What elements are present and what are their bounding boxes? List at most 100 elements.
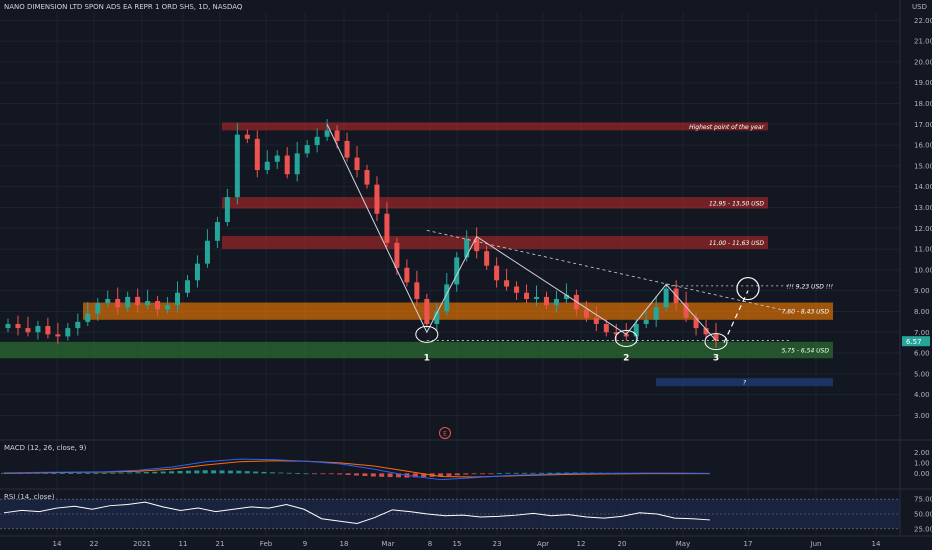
candle-body: [194, 263, 200, 281]
candle-body: [643, 319, 649, 324]
candle-body: [703, 328, 709, 335]
macd-histogram-bar: [396, 473, 402, 478]
macd-histogram-bar: [227, 470, 233, 474]
macd-histogram-bar: [446, 473, 452, 476]
level-label: !!! 9,23 USD !!!: [787, 283, 833, 290]
macd-histogram-bar: [236, 470, 242, 474]
candle-body: [234, 134, 240, 198]
candle-body: [45, 326, 51, 335]
candle-body: [384, 213, 390, 243]
candle-body: [105, 298, 111, 304]
time-tick-label: 15: [453, 540, 462, 548]
candle-body: [434, 311, 440, 324]
macd-histogram-bar: [547, 472, 553, 474]
earnings-marker-circle: [439, 427, 451, 439]
candle-body: [15, 323, 21, 329]
target-circle: [736, 276, 760, 301]
macd-histogram-bar: [202, 470, 208, 474]
macd-histogram-bar: [85, 473, 91, 474]
bottom-ellipse: [704, 333, 728, 351]
candle-body: [653, 307, 659, 320]
macd-histogram-bar: [471, 473, 477, 475]
macd-histogram-bar: [51, 473, 57, 474]
candle-body: [444, 284, 450, 312]
macd-histogram-bar: [311, 473, 317, 475]
candle-body: [364, 170, 370, 185]
price-tick-label: 19.00: [914, 79, 932, 87]
time-tick-label: 17: [744, 540, 753, 548]
candle-body: [264, 161, 270, 171]
candle-body: [204, 240, 210, 264]
time-tick-label: 22: [90, 540, 99, 548]
zone-orange: [83, 302, 833, 320]
candle-body: [693, 317, 699, 329]
candle-body: [284, 155, 290, 175]
zone-label: 11,00 - 11,63 USD: [709, 240, 764, 247]
macd-histogram-bar: [555, 472, 561, 474]
macd-histogram-bar: [118, 472, 124, 474]
candle-body: [214, 222, 220, 241]
zone-support: [0, 341, 833, 359]
price-tick-label: 8.00: [914, 308, 930, 316]
candle-body: [713, 334, 719, 341]
time-tick-label: 8: [428, 540, 432, 548]
macd-histogram-bar: [152, 471, 158, 474]
candle-body: [135, 296, 141, 306]
macd-histogram-bar: [194, 470, 200, 474]
time-tick-label: Jun: [810, 540, 822, 548]
candle-body: [534, 296, 540, 299]
macd-histogram-bar: [219, 470, 225, 474]
candle-body: [294, 153, 300, 175]
macd-histogram-bar: [269, 472, 275, 474]
candle-body: [304, 145, 310, 154]
macd-histogram-bar: [379, 473, 385, 477]
price-tick-label: 5.00: [914, 370, 930, 378]
macd-histogram-bar: [513, 472, 519, 474]
macd-histogram-bar: [345, 473, 351, 475]
price-tick-label: 15.00: [914, 162, 932, 170]
price-tick-label: 16.00: [914, 142, 932, 150]
macd-histogram-bar: [143, 472, 149, 474]
price-tick-label: 20.00: [914, 58, 932, 66]
time-tick-label: 14: [53, 540, 62, 548]
macd-signal-line: [3, 460, 710, 478]
candle-body: [334, 130, 340, 141]
candle-body: [394, 242, 400, 268]
candle-body: [504, 280, 510, 287]
earnings-marker: E: [443, 431, 447, 438]
macd-histogram-bar: [303, 473, 309, 475]
macd-histogram-bar: [387, 473, 393, 478]
price-tick-label: 9.00: [914, 287, 930, 295]
macd-histogram-bar: [68, 473, 74, 474]
candle-body: [613, 332, 619, 335]
macd-histogram-bar: [412, 473, 418, 478]
candle-body: [344, 140, 350, 158]
macd-histogram-bar: [421, 473, 427, 478]
price-tick-label: 14.00: [914, 183, 932, 191]
time-tick-label: Apr: [537, 540, 549, 548]
rsi-panel: 75.00 50.00 25.00: [0, 496, 932, 533]
candle-body: [484, 251, 490, 266]
macd-histogram-bar: [1, 472, 6, 474]
macd-histogram-bar: [135, 472, 141, 474]
rsi-tick-label: 75.00: [914, 496, 932, 504]
macd-histogram-bar: [211, 470, 217, 474]
candle-body: [474, 238, 480, 252]
candle-body: [65, 328, 71, 337]
macd-histogram-bar: [530, 472, 536, 474]
macd-histogram-bar: [463, 473, 469, 475]
macd-line: [3, 458, 711, 481]
macd-histogram-bar: [454, 473, 460, 476]
macd-histogram-bar: [261, 471, 267, 474]
bottom-ellipse: [614, 329, 638, 347]
rsi-tick-label: 50.00: [914, 511, 932, 519]
currency-label: USD: [912, 3, 927, 11]
candle-body: [514, 286, 520, 293]
zone-resistance: [222, 197, 768, 209]
macd-histogram-bar: [101, 473, 107, 474]
candle-body: [683, 303, 689, 318]
candle-body: [663, 288, 669, 308]
bottom-marker: 1: [424, 353, 430, 363]
